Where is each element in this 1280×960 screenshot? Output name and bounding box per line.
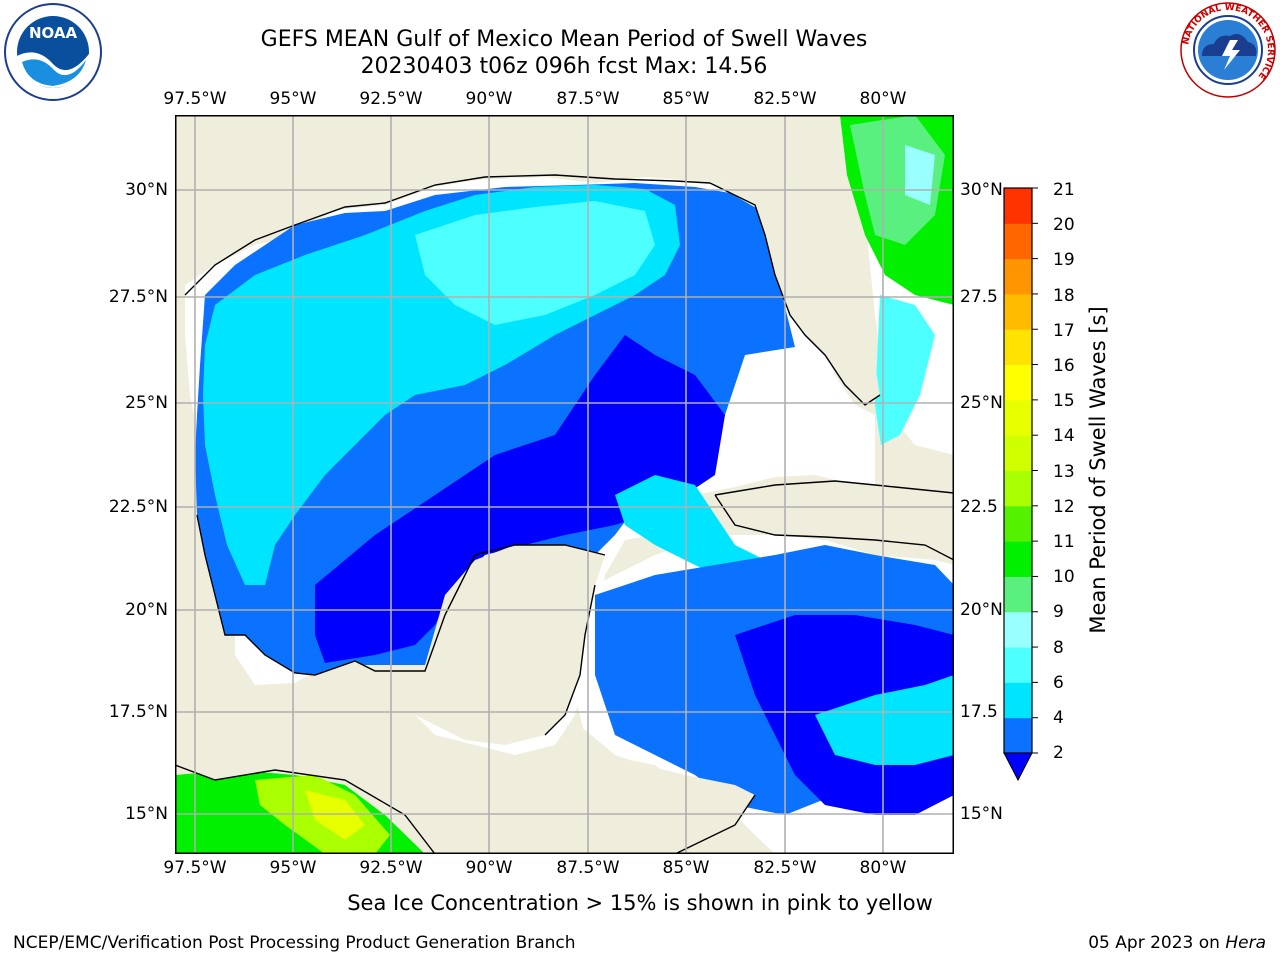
- colorbar-tick-label: 6: [1053, 673, 1064, 693]
- lon-label-bottom: 97.5°W: [163, 858, 227, 878]
- lat-label-left: 15°N: [125, 804, 168, 824]
- sea-ice-note: Sea Ice Concentration > 15% is shown in …: [347, 891, 933, 915]
- colorbar-tick-label: 18: [1053, 286, 1075, 306]
- lat-label-right: 20°N: [960, 600, 1003, 620]
- colorbar-tick-label: 20: [1053, 215, 1075, 235]
- lon-label-bottom: 90°W: [465, 858, 513, 878]
- lat-label-right: 27.5: [960, 287, 998, 307]
- colorbar-cell: [1004, 293, 1032, 330]
- colorbar-tick-label: 14: [1053, 426, 1075, 446]
- colorbar-tick-label: 19: [1053, 250, 1075, 270]
- lon-label-top: 85°W: [662, 89, 710, 109]
- map-frame: [175, 115, 954, 854]
- lon-label-top: 82.5°W: [753, 89, 817, 109]
- swell-pacific-yellow: [305, 790, 365, 840]
- lon-label-bottom: 82.5°W: [753, 858, 817, 878]
- footer-date: 05 Apr 2023 on Hera: [1088, 933, 1266, 953]
- footer-credit: NCEP/EMC/Verification Post Processing Pr…: [13, 933, 576, 953]
- colorbar-tick-label: 2: [1053, 743, 1064, 763]
- lon-label-top: 95°W: [269, 89, 317, 109]
- lon-label-bottom: 85°W: [662, 858, 710, 878]
- lat-label-left: 22.5°N: [108, 497, 168, 517]
- colorbar-tick-label: 9: [1053, 602, 1064, 622]
- colorbar-cell: [1004, 682, 1032, 719]
- footer-date-text: 05 Apr 2023 on: [1088, 933, 1226, 953]
- colorbar-cell: [1004, 188, 1032, 224]
- colorbar-cell: [1004, 611, 1032, 648]
- swell-atlantic-cyan: [875, 295, 935, 445]
- lon-label-top: 87.5°W: [556, 89, 620, 109]
- map-panel: [175, 115, 954, 854]
- swell-gulf-light: [415, 201, 655, 325]
- lon-label-bottom: 92.5°W: [359, 858, 423, 878]
- colorbar-tick-label: 15: [1053, 391, 1075, 411]
- swell-gulf-deep: [315, 335, 725, 663]
- lon-label-bottom: 95°W: [269, 858, 317, 878]
- colorbar-tick-label: 16: [1053, 356, 1075, 376]
- chart-subtitle: 20230403 t06z 096h fcst Max: 14.56: [360, 54, 768, 79]
- colorbar-cell: [1004, 576, 1032, 613]
- lat-label-left: 17.5°N: [108, 702, 168, 722]
- lat-label-right: 25°N: [960, 393, 1003, 413]
- colorbar-tick-label: 4: [1053, 708, 1064, 728]
- central-america-land: [175, 715, 755, 854]
- colorbar-cell: [1004, 717, 1032, 754]
- lat-label-right: 15°N: [960, 804, 1003, 824]
- lat-label-left: 20°N: [125, 600, 168, 620]
- colorbar-cell: [1004, 435, 1032, 471]
- chart-title: GEFS MEAN Gulf of Mexico Mean Period of …: [260, 27, 868, 52]
- colorbar-cell: [1004, 541, 1032, 577]
- lat-label-left: 25°N: [125, 393, 168, 413]
- colorbar-cell: [1004, 647, 1032, 683]
- colorbar-cell: [1004, 364, 1032, 401]
- lat-label-right: 17.5: [960, 702, 998, 722]
- colorbar-cell: [1004, 258, 1032, 295]
- swell-caribbean-cyan: [815, 675, 954, 765]
- cuba-land: [715, 481, 954, 560]
- nws-logo: NATIONAL WEATHER SERVICE: [1180, 2, 1276, 98]
- lat-label-right: 22.5: [960, 497, 998, 517]
- lat-label-left: 30°N: [125, 180, 168, 200]
- colorbar-tick-label: 10: [1053, 567, 1075, 587]
- lon-label-top: 92.5°W: [359, 89, 423, 109]
- lon-label-bottom: 87.5°W: [556, 858, 620, 878]
- lat-label-left: 27.5°N: [108, 287, 168, 307]
- colorbar-tick-label: 12: [1053, 497, 1075, 517]
- florida-land: [710, 183, 880, 405]
- lon-label-top: 97.5°W: [163, 89, 227, 109]
- colorbar-cell: [1004, 470, 1032, 507]
- colorbar-tick-label: 21: [1053, 180, 1075, 200]
- graticule: [175, 115, 954, 854]
- colorbar-tick-label: 11: [1053, 532, 1075, 552]
- yucatan-land: [315, 545, 605, 745]
- colorbar-cell: [1004, 399, 1032, 436]
- swell-atlantic-pale: [905, 145, 935, 205]
- colorbar-tick-label: 8: [1053, 638, 1064, 658]
- colorbar-cell: [1004, 223, 1032, 260]
- colorbar: [1003, 187, 1038, 782]
- colorbar-cell: [1004, 505, 1032, 542]
- coastline: [175, 174, 954, 854]
- colorbar-cell: [1004, 329, 1032, 366]
- footer-host: Hera: [1225, 933, 1266, 953]
- colorbar-label: Mean Period of Swell Waves [s]: [1086, 306, 1110, 634]
- lat-label-right: 30°N: [960, 180, 1003, 200]
- noaa-wordmark: NOAA: [29, 24, 78, 42]
- lon-label-bottom: 80°W: [859, 858, 907, 878]
- colorbar-under-triangle: [1003, 752, 1033, 782]
- lon-label-top: 80°W: [859, 89, 907, 109]
- colorbar-tick-label: 13: [1053, 462, 1075, 482]
- colorbar-tick-label: 17: [1053, 321, 1075, 341]
- lon-label-top: 90°W: [465, 89, 513, 109]
- swell-atlantic-mint: [850, 115, 945, 245]
- noaa-logo: NOAA: [4, 3, 102, 101]
